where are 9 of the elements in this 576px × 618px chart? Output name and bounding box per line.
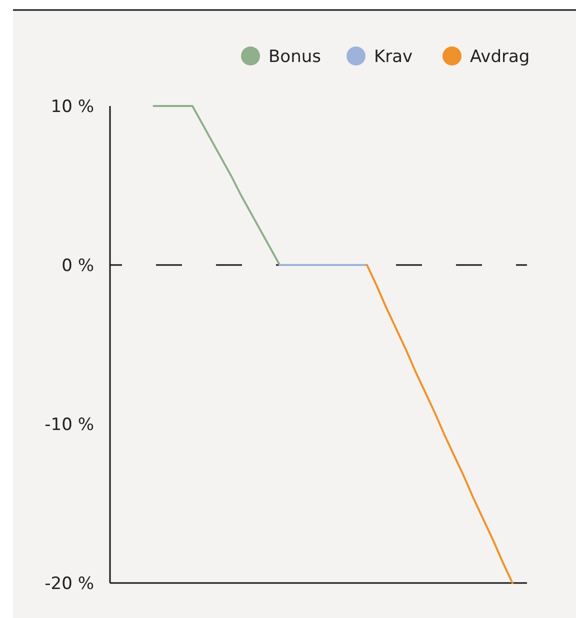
y-tick-label: 10 % — [50, 96, 94, 117]
y-tick-label: 0 % — [62, 256, 94, 276]
line-series — [366, 264, 514, 584]
legend-label: Avdrag — [470, 46, 530, 67]
legend-label: Krav — [374, 46, 413, 67]
legend-label: Bonus — [268, 46, 322, 67]
y-tick-label: -20 % — [44, 574, 94, 594]
y-tick-label: -10 % — [44, 414, 94, 435]
line-series — [152, 105, 281, 266]
